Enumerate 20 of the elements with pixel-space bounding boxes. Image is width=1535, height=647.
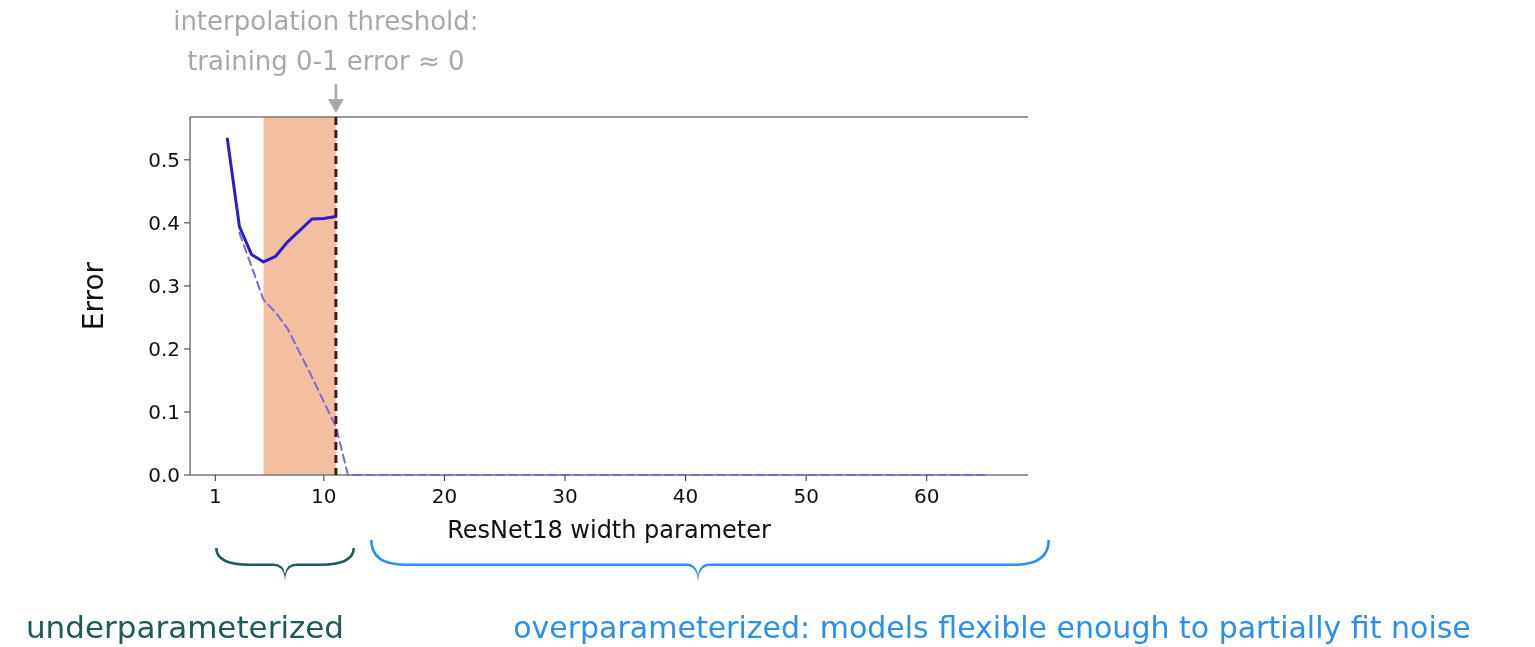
y-tick-label: 0.0	[148, 463, 180, 487]
line-series	[238, 231, 988, 476]
y-tick-label: 0.5	[148, 147, 180, 172]
line-series	[225, 137, 338, 264]
x-tick-label: 40	[672, 484, 699, 508]
y-tick-label: 0.1	[148, 399, 180, 424]
x-tick-label: 30	[552, 484, 578, 508]
text: interpolation threshold: training 0-1 error ≈ 0	[173, 6, 479, 76]
x-tick-label: 20	[431, 484, 458, 508]
y-tick-label: 0.2	[148, 336, 180, 361]
y-tick-label: 0.3	[148, 273, 180, 298]
y-tick-label: 0.4	[148, 210, 180, 235]
x-axis-title: ResNet18 width parameter	[447, 516, 771, 544]
x-tick-label: 60	[913, 484, 940, 508]
y-axis-title: Error	[77, 261, 110, 331]
x-tick-label: 50	[793, 484, 819, 508]
text: overparameterized: models flexible enough to partially fit noise	[513, 610, 1471, 645]
x-tick-label: 1	[208, 484, 222, 508]
text: underparameterized	[25, 609, 345, 645]
x-tick-label: 10	[311, 484, 337, 508]
